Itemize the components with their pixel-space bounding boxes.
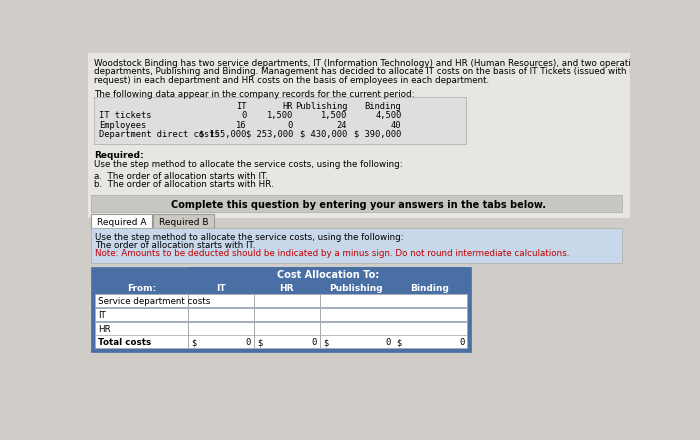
- Text: $ 155,000: $ 155,000: [199, 130, 246, 139]
- Text: Woodstock Binding has two service departments, IT (Information Technology) and H: Woodstock Binding has two service depart…: [94, 59, 642, 68]
- Text: Total costs: Total costs: [98, 338, 152, 348]
- Bar: [92, 267, 471, 352]
- Bar: [188, 322, 189, 334]
- Text: Publishing: Publishing: [295, 102, 347, 111]
- Bar: [320, 294, 321, 307]
- Text: Binding: Binding: [411, 284, 449, 293]
- Text: Use the step method to allocate the service costs, using the following:: Use the step method to allocate the serv…: [95, 233, 404, 242]
- Text: 0: 0: [385, 338, 391, 348]
- Bar: [320, 308, 321, 321]
- Bar: [188, 294, 189, 307]
- Text: a.  The order of allocation starts with IT.: a. The order of allocation starts with I…: [94, 172, 267, 181]
- Bar: [188, 267, 468, 281]
- Text: Binding: Binding: [365, 102, 401, 111]
- Text: From:: From:: [127, 284, 156, 293]
- Text: $: $: [257, 338, 262, 348]
- Text: b.  The order of allocation starts with HR.: b. The order of allocation starts with H…: [94, 180, 274, 189]
- Text: $ 253,000: $ 253,000: [246, 130, 293, 139]
- Text: 0: 0: [246, 338, 251, 348]
- Text: The order of allocation starts with IT.: The order of allocation starts with IT.: [95, 241, 256, 249]
- Bar: [88, 53, 630, 218]
- Text: Publishing: Publishing: [330, 284, 383, 293]
- Text: Service department costs: Service department costs: [98, 297, 211, 306]
- Text: 0: 0: [312, 338, 317, 348]
- Text: HR: HR: [279, 284, 294, 293]
- Bar: [95, 281, 468, 294]
- Bar: [254, 308, 255, 321]
- Text: The following data appear in the company records for the current period:: The following data appear in the company…: [94, 90, 414, 99]
- Bar: [320, 322, 321, 334]
- Bar: [254, 294, 255, 307]
- Text: Required B: Required B: [159, 217, 209, 227]
- Bar: [188, 335, 189, 348]
- Bar: [92, 214, 152, 228]
- Text: departments, Publishing and Binding. Management has decided to allocate IT costs: departments, Publishing and Binding. Man…: [94, 67, 661, 77]
- Text: 24: 24: [337, 121, 347, 129]
- Bar: [393, 335, 394, 348]
- Bar: [95, 335, 468, 348]
- Bar: [92, 349, 471, 352]
- Text: 0: 0: [459, 338, 464, 348]
- Text: Complete this question by entering your answers in the tabs below.: Complete this question by entering your …: [172, 200, 546, 210]
- Text: HR: HR: [98, 325, 111, 334]
- Text: request) in each department and HR costs on the basis of employees in each depar: request) in each department and HR costs…: [94, 76, 489, 85]
- Text: 4,500: 4,500: [375, 111, 401, 120]
- Text: IT tickets: IT tickets: [99, 111, 152, 120]
- Bar: [254, 322, 255, 334]
- Text: 0: 0: [241, 111, 246, 120]
- Bar: [95, 308, 468, 321]
- Text: Required:: Required:: [94, 151, 144, 160]
- Text: IT: IT: [98, 311, 106, 320]
- Text: $: $: [191, 338, 197, 348]
- Text: Cost Allocation To:: Cost Allocation To:: [276, 270, 379, 280]
- Text: Use the step method to allocate the service costs, using the following:: Use the step method to allocate the serv…: [94, 160, 402, 169]
- Bar: [94, 98, 466, 143]
- Text: IT: IT: [216, 284, 225, 293]
- Text: 1,500: 1,500: [321, 111, 347, 120]
- Text: $: $: [323, 338, 328, 348]
- Text: 40: 40: [391, 121, 401, 129]
- Text: 16: 16: [236, 121, 246, 129]
- Bar: [95, 322, 468, 334]
- Text: Required A: Required A: [97, 217, 146, 227]
- Text: Note: Amounts to be deducted should be indicated by a minus sign. Do not round i: Note: Amounts to be deducted should be i…: [95, 249, 570, 258]
- Bar: [393, 322, 394, 334]
- Text: Employees: Employees: [99, 121, 146, 129]
- Bar: [320, 335, 321, 348]
- Bar: [188, 308, 189, 321]
- Bar: [95, 294, 468, 307]
- Bar: [92, 195, 622, 212]
- Bar: [393, 294, 394, 307]
- Bar: [254, 335, 255, 348]
- Text: $ 430,000: $ 430,000: [300, 130, 347, 139]
- Text: IT: IT: [236, 102, 246, 111]
- Text: HR: HR: [282, 102, 293, 111]
- Text: $: $: [397, 338, 402, 348]
- Text: 1,500: 1,500: [267, 111, 293, 120]
- Bar: [393, 308, 394, 321]
- Bar: [92, 228, 622, 263]
- Text: $ 390,000: $ 390,000: [354, 130, 401, 139]
- Text: Department direct costs: Department direct costs: [99, 130, 220, 139]
- Text: 0: 0: [288, 121, 293, 129]
- Bar: [153, 214, 214, 228]
